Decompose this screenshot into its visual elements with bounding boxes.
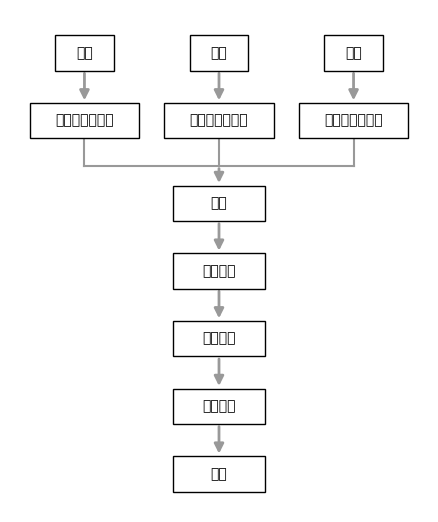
Bar [173, 389, 265, 424]
Bar [55, 35, 114, 70]
Bar [173, 321, 265, 356]
Bar [173, 254, 265, 289]
Text: 配比: 配比 [211, 196, 227, 210]
Text: 础块: 础块 [345, 46, 362, 60]
Bar [164, 103, 274, 138]
Bar [190, 35, 248, 70]
Text: 摇摇燔炼: 摇摇燔炼 [202, 264, 236, 278]
Text: 去氧化层、粉碎: 去氧化层、粉碎 [55, 114, 114, 128]
Text: 锄块: 锄块 [211, 46, 227, 60]
Bar [299, 103, 408, 138]
Text: 去氧化层、粉碎: 去氧化层、粉碎 [190, 114, 248, 128]
Bar [173, 186, 265, 221]
Text: 退火: 退火 [211, 467, 227, 481]
Bar [30, 103, 139, 138]
Text: 铋块: 铋块 [76, 46, 93, 60]
Bar [173, 456, 265, 492]
Text: 去氧化层、粉碎: 去氧化层、粉碎 [324, 114, 383, 128]
Text: 振动排气: 振动排气 [202, 331, 236, 346]
Bar [324, 35, 383, 70]
Text: 区燔生长: 区燔生长 [202, 399, 236, 413]
